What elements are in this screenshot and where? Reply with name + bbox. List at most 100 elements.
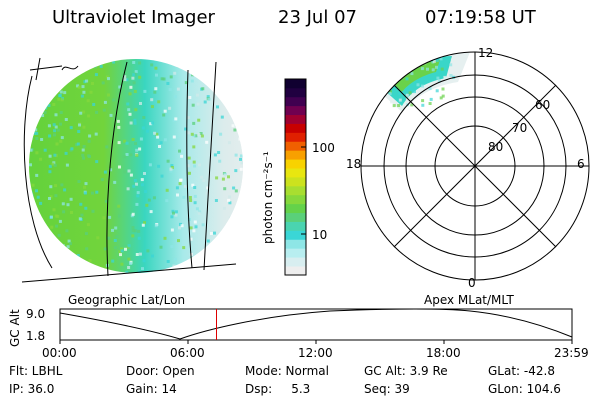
image-pixel [133, 229, 137, 233]
image-pixel [159, 245, 163, 249]
image-pixel [435, 65, 438, 69]
image-pixel [136, 191, 140, 195]
mlt-label-6: 6 [577, 157, 585, 171]
image-pixel [33, 131, 37, 135]
image-pixel [32, 114, 36, 118]
colorbar-swatch [285, 185, 306, 196]
altitude-xtick: 18:00 [426, 346, 461, 360]
image-pixel [182, 246, 186, 250]
image-pixel [141, 223, 145, 227]
image-pixel [222, 206, 226, 210]
image-pixel [178, 182, 182, 186]
image-pixel [33, 269, 37, 273]
time-label: 07:19:58 UT [425, 7, 536, 28]
image-pixel [398, 60, 402, 64]
image-pixel [178, 63, 181, 67]
image-pixel [190, 64, 194, 68]
meridian-line [203, 61, 217, 271]
image-pixel [449, 63, 453, 67]
image-pixel [103, 268, 107, 272]
image-pixel [82, 156, 85, 160]
image-pixel [187, 156, 191, 160]
image-pixel [116, 119, 120, 123]
image-pixel [455, 71, 459, 75]
date-label: 23 Jul 07 [278, 7, 357, 28]
image-pixel [209, 232, 213, 235]
image-pixel [95, 110, 99, 114]
instrument-title: Ultraviolet Imager [52, 7, 215, 28]
image-pixel [67, 239, 71, 243]
image-pixel [39, 260, 43, 263]
image-pixel [239, 167, 243, 171]
image-pixel [234, 153, 238, 157]
image-pixel [220, 115, 224, 119]
image-pixel [30, 136, 34, 139]
image-pixel [197, 254, 201, 258]
image-pixel [127, 266, 131, 269]
image-pixel [215, 176, 219, 180]
image-pixel [132, 184, 136, 188]
image-pixel [207, 97, 211, 101]
image-pixel [408, 58, 412, 62]
image-pixel [193, 164, 197, 168]
image-pixel [180, 224, 184, 228]
image-pixel [117, 204, 121, 208]
image-pixel [201, 223, 205, 227]
image-pixel [81, 153, 85, 157]
image-pixel [58, 219, 62, 223]
image-pixel [189, 237, 193, 241]
image-pixel [50, 215, 53, 219]
image-pixel [202, 179, 206, 182]
image-pixel [435, 59, 439, 63]
image-pixel [436, 76, 440, 80]
altitude-xtick: 23:59 [554, 346, 589, 360]
image-pixel [441, 87, 445, 91]
image-pixel [129, 262, 133, 265]
image-pixel [240, 161, 243, 165]
image-pixel [229, 241, 233, 244]
image-pixel [228, 66, 232, 70]
image-pixel [179, 178, 182, 182]
image-pixel [117, 125, 121, 129]
image-pixel [154, 87, 158, 91]
image-pixel [405, 77, 409, 81]
colorbar-swatch [285, 87, 306, 98]
image-pixel [50, 225, 54, 229]
image-pixel [45, 247, 49, 251]
image-pixel [242, 106, 243, 110]
image-pixel [31, 183, 35, 187]
image-pixel [190, 79, 194, 83]
image-pixel [241, 259, 243, 263]
image-pixel [210, 65, 214, 69]
image-pixel [181, 270, 185, 273]
image-pixel [57, 97, 61, 101]
image-pixel [132, 61, 136, 64]
image-pixel [200, 134, 204, 138]
image-pixel [174, 117, 178, 121]
image-pixel [131, 76, 135, 80]
image-pixel [40, 138, 44, 141]
image-pixel [417, 56, 421, 60]
image-pixel [86, 223, 90, 227]
image-pixel [236, 257, 240, 261]
image-pixel [46, 63, 50, 67]
image-pixel [131, 138, 135, 141]
image-pixel [83, 185, 86, 189]
image-pixel [105, 145, 109, 149]
image-pixel [107, 93, 110, 97]
image-pixel [94, 65, 98, 69]
image-pixel [48, 134, 52, 138]
info-dsp: Dsp: 5.3 [245, 382, 311, 396]
image-pixel [226, 96, 230, 100]
image-pixel [428, 102, 432, 105]
image-pixel [133, 90, 137, 93]
parallel-line [21, 263, 237, 283]
image-pixel [128, 112, 132, 116]
image-pixel [173, 95, 177, 99]
image-pixel [170, 166, 174, 169]
image-pixel [58, 94, 62, 97]
image-pixel [123, 139, 127, 143]
mlt-label-18: 18 [346, 157, 362, 171]
image-pixel [187, 218, 191, 221]
image-pixel [133, 118, 137, 122]
